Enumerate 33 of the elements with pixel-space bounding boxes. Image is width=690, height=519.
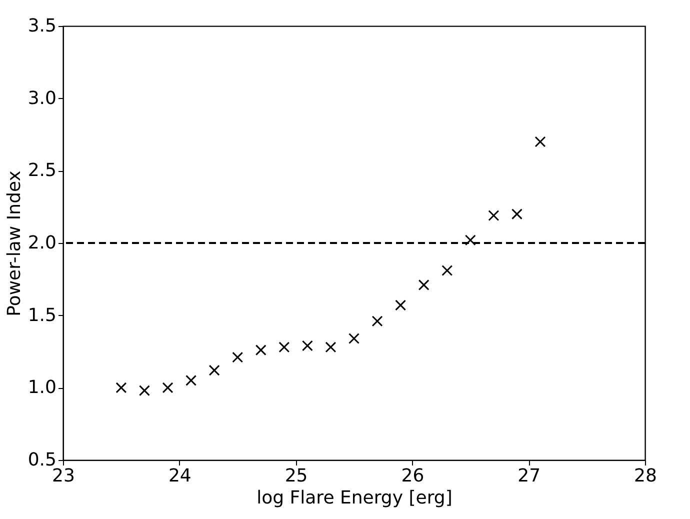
x-tick-label: 26 (401, 466, 424, 486)
y-axis-title: Power-law Index (4, 170, 25, 316)
y-tick-label: 1.5 (28, 304, 56, 326)
y-tick-label: 3.0 (28, 88, 56, 109)
y-tick-label: 2.5 (28, 160, 56, 182)
x-axis-title: log Flare Energy [erg] (256, 488, 452, 508)
point (348, 332, 360, 344)
point (116, 382, 127, 394)
point (488, 210, 500, 222)
point (325, 342, 336, 353)
point (186, 374, 197, 386)
point (372, 316, 383, 327)
x-tick-label: 28 (634, 466, 657, 486)
point (162, 382, 174, 394)
point (395, 300, 406, 311)
point (442, 264, 453, 276)
point (464, 234, 476, 246)
point (418, 279, 430, 290)
x-tick-label: 25 (284, 466, 308, 486)
point (138, 385, 150, 396)
y-tick-label: 2.0 (28, 232, 56, 254)
point (278, 342, 290, 353)
point (255, 344, 266, 356)
point (534, 136, 546, 148)
point (208, 364, 220, 376)
y-tick-label: 3.5 (28, 16, 56, 36)
x-tick-label: 24 (168, 466, 192, 486)
x-tick-label: 27 (518, 466, 541, 486)
y-tick-label: 1.0 (28, 377, 56, 398)
point (302, 340, 313, 352)
x-tick-label: 23 (52, 466, 75, 486)
point (232, 352, 244, 363)
point (511, 208, 522, 220)
